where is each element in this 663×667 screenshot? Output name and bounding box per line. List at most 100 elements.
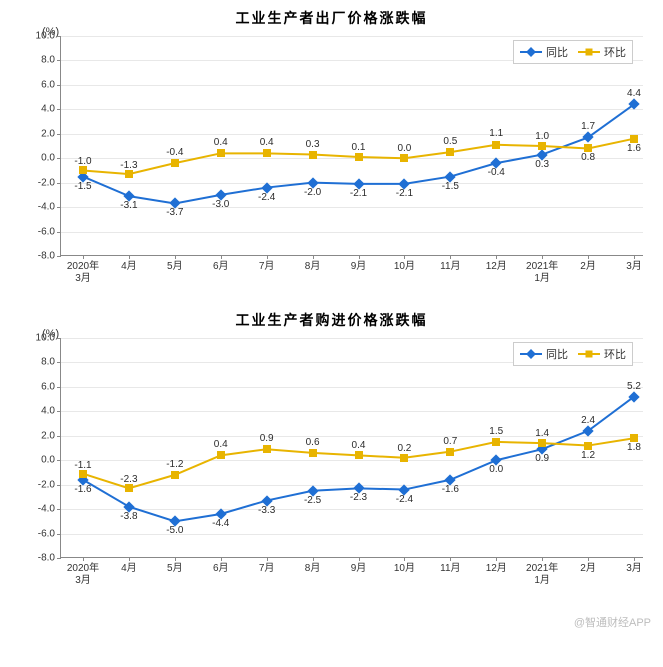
y-tick-label: 6.0 (41, 381, 55, 392)
legend-item: 同比 (520, 346, 568, 362)
x-tick-label: 7月 (259, 261, 275, 273)
data-label: 0.0 (397, 143, 411, 154)
x-tick-label: 12月 (486, 261, 507, 273)
square-marker (171, 471, 179, 479)
x-tick-label: 3月 (626, 261, 642, 273)
data-label: 0.3 (535, 159, 549, 170)
legend-label: 同比 (546, 346, 568, 362)
square-marker (446, 148, 454, 156)
legend-line-icon (520, 51, 542, 53)
plot-area: -8.0-6.0-4.0-2.00.02.04.06.08.010.02020年… (60, 338, 643, 558)
data-label: -1.1 (74, 460, 91, 471)
square-marker (79, 166, 87, 174)
x-tick-label: 4月 (121, 563, 137, 575)
x-tick-label: 2月 (580, 563, 596, 575)
y-tick-label: 4.0 (41, 104, 55, 115)
y-tick-label: -4.0 (38, 202, 55, 213)
square-marker (125, 484, 133, 492)
y-tick-label: 4.0 (41, 406, 55, 417)
data-label: -2.1 (396, 188, 413, 199)
x-tick-label: 10月 (394, 261, 415, 273)
data-label: 0.6 (306, 437, 320, 448)
data-label: 0.4 (214, 137, 228, 148)
data-label: 1.0 (535, 131, 549, 142)
chart-0: 工业生产者出厂价格涨跌幅(%)-8.0-6.0-4.0-2.00.02.04.0… (0, 0, 663, 302)
y-tick-label: 6.0 (41, 79, 55, 90)
square-marker (309, 151, 317, 159)
legend-label: 同比 (546, 44, 568, 60)
data-label: 0.1 (352, 142, 366, 153)
square-marker (125, 170, 133, 178)
x-tick-label: 7月 (259, 563, 275, 575)
x-tick-label: 2020年 3月 (67, 563, 99, 587)
data-label: -0.4 (166, 147, 183, 158)
data-label: -4.4 (212, 518, 229, 529)
y-tick-label: -4.0 (38, 504, 55, 515)
data-label: -2.4 (396, 494, 413, 505)
y-tick-label: 2.0 (41, 430, 55, 441)
legend-marker-icon (586, 351, 593, 358)
square-marker (538, 142, 546, 150)
data-label: 0.2 (397, 443, 411, 454)
square-marker (79, 470, 87, 478)
square-marker (630, 135, 638, 143)
data-label: -3.7 (166, 207, 183, 218)
legend-marker-icon (586, 49, 593, 56)
x-tick-label: 3月 (626, 563, 642, 575)
y-tick-label: -2.0 (38, 479, 55, 490)
legend-line-icon (578, 51, 600, 53)
square-marker (355, 153, 363, 161)
x-tick-label: 2021年 1月 (526, 261, 558, 285)
square-marker (263, 445, 271, 453)
y-tick-label: -6.0 (38, 528, 55, 539)
square-marker (584, 442, 592, 450)
legend-marker-icon (526, 349, 536, 359)
data-label: 0.9 (260, 433, 274, 444)
square-marker (217, 149, 225, 157)
data-label: 1.4 (535, 428, 549, 439)
x-tick-label: 2月 (580, 261, 596, 273)
data-label: 0.7 (443, 436, 457, 447)
y-tick-label: -2.0 (38, 177, 55, 188)
x-tick-label: 9月 (351, 261, 367, 273)
data-label: -1.5 (74, 181, 91, 192)
data-label: 2.4 (581, 415, 595, 426)
legend-line-icon (578, 353, 600, 355)
data-label: -2.3 (120, 474, 137, 485)
data-label: -2.1 (350, 188, 367, 199)
data-label: 0.0 (489, 464, 503, 475)
data-label: 1.6 (627, 143, 641, 154)
data-label: 1.1 (489, 128, 503, 139)
x-tick-label: 11月 (440, 563, 460, 575)
x-tick-label: 6月 (213, 261, 229, 273)
data-label: 4.4 (627, 88, 641, 99)
x-tick-label: 8月 (305, 261, 321, 273)
data-label: -3.8 (120, 511, 137, 522)
legend: 同比 环比 (513, 342, 633, 366)
square-marker (309, 449, 317, 457)
data-label: -3.1 (120, 200, 137, 211)
y-tick-label: 8.0 (41, 357, 55, 368)
data-label: -3.3 (258, 505, 275, 516)
y-tick-label: 0.0 (41, 455, 55, 466)
legend: 同比 环比 (513, 40, 633, 64)
data-label: -1.5 (442, 181, 459, 192)
data-label: 1.8 (627, 442, 641, 453)
chart-1: 工业生产者购进价格涨跌幅(%)-8.0-6.0-4.0-2.00.02.04.0… (0, 302, 663, 606)
legend-line-icon (520, 353, 542, 355)
data-label: -5.0 (166, 525, 183, 536)
data-label: 0.5 (443, 136, 457, 147)
square-marker (355, 451, 363, 459)
square-marker (492, 438, 500, 446)
data-label: -1.0 (74, 156, 91, 167)
square-marker (400, 154, 408, 162)
y-tick-label: -8.0 (38, 251, 55, 262)
data-label: -2.3 (350, 492, 367, 503)
legend-label: 环比 (604, 44, 626, 60)
data-label: -1.6 (442, 484, 459, 495)
data-label: 1.2 (581, 450, 595, 461)
x-tick-label: 9月 (351, 563, 367, 575)
square-marker (263, 149, 271, 157)
square-marker (584, 144, 592, 152)
legend-label: 环比 (604, 346, 626, 362)
